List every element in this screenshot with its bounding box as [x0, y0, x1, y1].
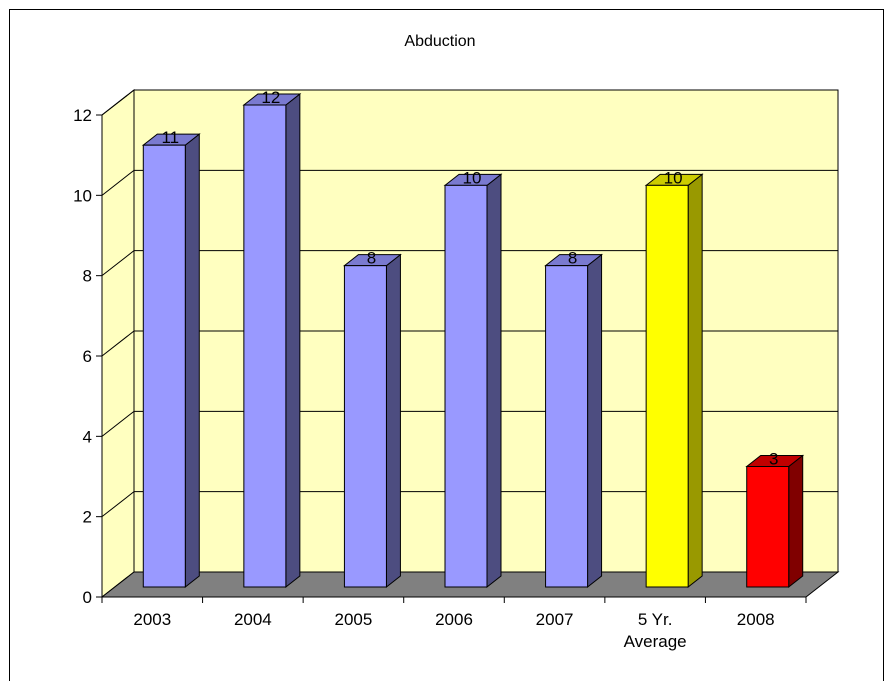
bar-side	[385, 253, 401, 589]
y-tick-label-10: 10	[73, 186, 92, 205]
data-label-1: 12	[261, 88, 280, 107]
data-label-3: 10	[463, 168, 482, 187]
bar-2006	[443, 173, 503, 589]
bar-2004	[242, 92, 302, 589]
bar-side	[788, 454, 804, 589]
y-tick-label-2: 2	[83, 508, 92, 527]
x-tick-label-5-line0: 5 Yr.	[638, 610, 673, 629]
chart-title: Abduction	[404, 33, 475, 50]
data-label-4: 8	[568, 249, 577, 268]
bar-side	[587, 253, 603, 589]
data-labels: 11 12 8 10 8 10 3	[161, 88, 778, 469]
gridline-4	[101, 410, 838, 437]
axes: 0 2 4 6 8 10 12 2003 2004 2005 2006 2007 5 Yr. Averag…	[73, 106, 807, 651]
bars	[141, 92, 805, 589]
bar-front	[444, 184, 488, 588]
bar-front	[243, 104, 287, 588]
gridline-8	[101, 250, 838, 277]
y-tick-label-8: 8	[83, 267, 92, 286]
bar-side	[184, 133, 200, 589]
bar-front	[142, 144, 186, 588]
gridlines	[101, 89, 838, 518]
data-label-6: 3	[769, 450, 778, 469]
y-tick-label-4: 4	[83, 427, 92, 446]
bar-front	[545, 265, 589, 588]
x-tick-label-0: 2003	[133, 610, 171, 629]
bar-2007	[544, 253, 604, 589]
gridline-12	[101, 89, 838, 116]
gridline-10	[101, 169, 838, 196]
bar-front	[645, 184, 689, 588]
x-tick-label-5-line1: Average	[624, 632, 687, 651]
bar-front	[746, 466, 790, 588]
bar-side	[486, 173, 502, 589]
y-tick-label-0: 0	[83, 588, 92, 607]
bar-side	[687, 173, 703, 589]
y-tick-label-12: 12	[73, 106, 92, 125]
x-tick-label-4: 2007	[536, 610, 574, 629]
data-label-2: 8	[367, 249, 376, 268]
data-label-0: 11	[161, 128, 179, 147]
data-label-5: 10	[664, 168, 683, 187]
bar-front	[343, 265, 387, 588]
gridline-2	[101, 491, 838, 518]
bar-5-yr-average	[644, 173, 704, 589]
x-tick-label-2: 2005	[335, 610, 373, 629]
bar-2003	[141, 133, 201, 589]
bar-2008	[745, 454, 805, 589]
y-tick-label-6: 6	[83, 347, 92, 366]
x-tick-label-6: 2008	[737, 610, 775, 629]
gridline-6	[101, 330, 838, 357]
bar-side	[285, 92, 301, 589]
x-tick-label-1: 2004	[234, 610, 272, 629]
x-tick-label-3: 2006	[435, 610, 473, 629]
bar-2005	[342, 253, 402, 589]
